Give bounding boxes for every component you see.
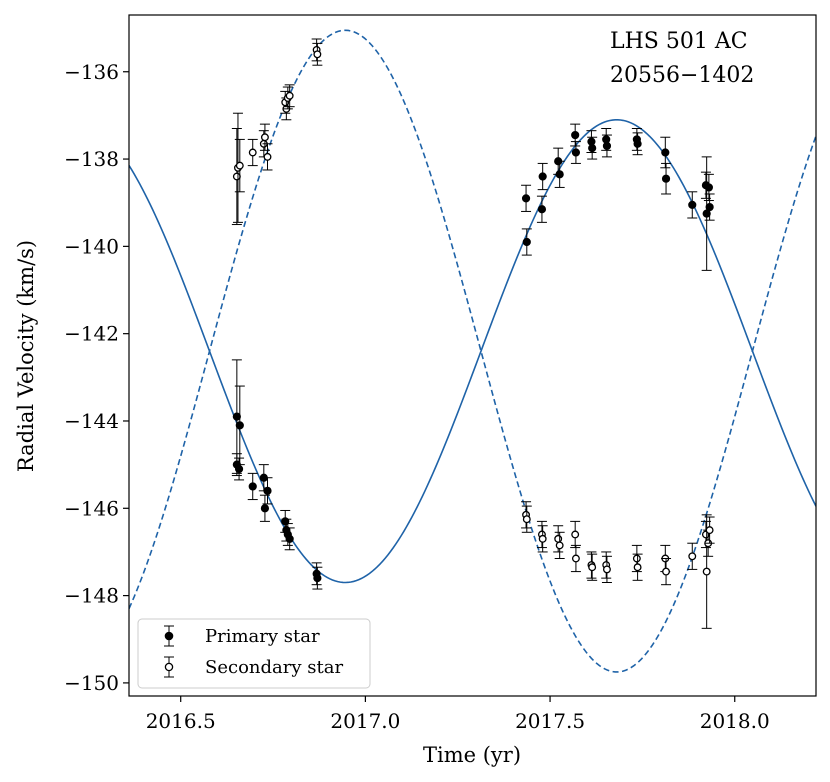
y-tick-label: −142 — [64, 322, 119, 346]
secondary-data-point — [570, 544, 581, 573]
y-axis-ticks: −150 −148 −146 −144 −142 −140 −138 −136 — [64, 60, 129, 695]
secondary-data-point — [701, 514, 712, 629]
primary-data-point — [554, 160, 565, 188]
primary-data-point — [661, 162, 672, 195]
secondary-data-point — [632, 553, 643, 581]
primary-data-point — [601, 134, 612, 158]
primary-data-point — [521, 184, 532, 212]
primary-data-point — [570, 123, 581, 147]
primary-data-point — [521, 228, 532, 256]
primary-data-point — [632, 132, 643, 156]
legend-secondary-label: Secondary star — [205, 657, 343, 678]
x-axis-label: Time (yr) — [423, 743, 521, 767]
primary-data-point — [284, 527, 295, 551]
primary-data-point — [703, 173, 714, 202]
primary-data-point — [660, 136, 671, 169]
primary-data-point — [587, 136, 598, 160]
annotation-line-1: LHS 501 AC — [610, 29, 748, 54]
x-tick-label: 2018.0 — [700, 709, 770, 733]
secondary-data-point — [262, 143, 273, 171]
primary-model-curve — [129, 118, 816, 584]
secondary-data-point — [704, 516, 715, 544]
annotation-line-2: 20556−1402 — [610, 63, 754, 88]
plot-frame — [128, 14, 817, 697]
legend-secondary-marker — [164, 656, 174, 678]
primary-data-point — [262, 477, 273, 505]
x-tick-label: 2017.0 — [330, 709, 400, 733]
data-points — [231, 38, 715, 629]
primary-data-point — [704, 193, 715, 221]
secondary-data-point — [521, 505, 532, 533]
primary-data-point — [601, 128, 612, 151]
primary-data-point — [687, 191, 698, 219]
legend-primary-marker — [164, 625, 174, 647]
secondary-data-point — [587, 553, 598, 581]
primary-data-point — [234, 385, 245, 466]
secondary-data-point — [234, 138, 245, 193]
secondary-data-point — [231, 128, 242, 226]
y-tick-label: −148 — [64, 584, 119, 608]
secondary-data-point — [537, 525, 548, 553]
legend: Primary star Secondary star — [137, 618, 371, 689]
secondary-data-point — [259, 123, 270, 151]
model-curves — [129, 29, 816, 673]
primary-data-point — [701, 156, 712, 271]
secondary-data-point — [284, 84, 295, 108]
x-axis-ticks: 2016.5 2017.0 2017.5 2018.0 — [146, 696, 770, 733]
y-tick-label: −146 — [64, 496, 119, 520]
secondary-data-point — [687, 542, 698, 570]
primary-data-point — [537, 162, 548, 191]
x-tick-label: 2016.5 — [146, 709, 216, 733]
secondary-data-point — [554, 531, 565, 559]
secondary-data-point — [247, 138, 258, 167]
x-tick-label: 2017.5 — [515, 709, 585, 733]
primary-data-point — [247, 472, 258, 501]
secondary-data-point — [312, 42, 323, 66]
legend-primary-label: Primary star — [205, 626, 320, 647]
secondary-data-point — [661, 557, 672, 586]
secondary-model-curve — [129, 29, 816, 673]
y-axis-label: Radial Velocity (km/s) — [14, 240, 38, 472]
y-tick-label: −136 — [64, 60, 119, 84]
primary-data-point — [234, 457, 245, 481]
primary-data-point — [536, 195, 547, 223]
primary-data-point — [312, 566, 323, 590]
y-tick-label: −140 — [64, 234, 119, 258]
y-tick-label: −138 — [64, 147, 119, 171]
primary-data-point — [570, 141, 581, 164]
y-tick-label: −150 — [64, 671, 119, 695]
primary-data-point — [259, 494, 270, 522]
y-tick-label: −144 — [64, 409, 119, 433]
legend-box — [137, 618, 371, 689]
secondary-data-point — [601, 555, 612, 583]
secondary-data-point — [570, 520, 581, 549]
